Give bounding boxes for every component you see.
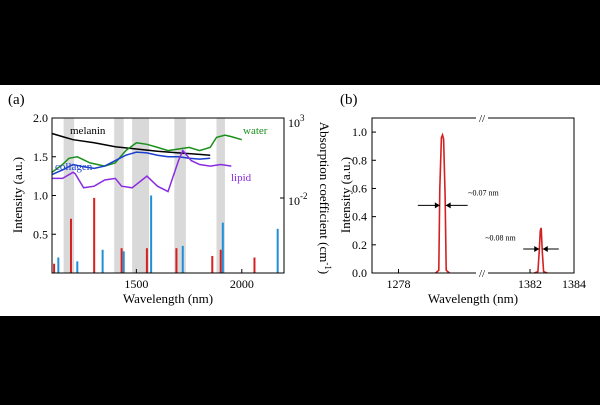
peak-line-1 bbox=[435, 132, 450, 274]
panel-b-x-ticks: 1278 1382 1384 bbox=[387, 269, 586, 291]
y-tick-label: 0.4 bbox=[352, 210, 367, 224]
series-label-water: water bbox=[243, 125, 268, 137]
series-line-collagen bbox=[51, 151, 211, 176]
x-tick-label: 1382 bbox=[518, 277, 542, 291]
series-label-lipid: lipid bbox=[231, 172, 252, 184]
series-line-lipid bbox=[52, 149, 232, 193]
y-tick-label: 2.0 bbox=[33, 111, 48, 125]
panel-a-bars bbox=[53, 195, 279, 273]
arrow-head bbox=[445, 202, 451, 209]
y-tick-label: 1.5 bbox=[33, 150, 48, 164]
shaded-band bbox=[132, 118, 150, 273]
shaded-band bbox=[114, 118, 124, 273]
x-tick-label: 1278 bbox=[387, 277, 411, 291]
shaded-band bbox=[174, 118, 186, 273]
y-tick-label: 0.5 bbox=[33, 227, 48, 241]
shaded-band bbox=[216, 118, 225, 273]
panel-a-y-ticks: 0.5 1.0 1.5 2.0 bbox=[33, 111, 56, 241]
series-line-melanin bbox=[51, 132, 211, 156]
peak-line-2 bbox=[534, 227, 548, 274]
panel-a-y-axis-label: Intensity (a.u.) bbox=[10, 157, 25, 233]
y-tick-label: 1.0 bbox=[33, 189, 48, 203]
arrow-head bbox=[542, 246, 548, 253]
panel-b-y-axis-label: Intensity (a.u.) bbox=[338, 157, 353, 233]
figure-background bbox=[0, 85, 600, 316]
y-tick-label: 1.0 bbox=[352, 125, 367, 139]
arrow-head bbox=[534, 246, 540, 253]
panel-b-label: (b) bbox=[340, 92, 358, 108]
panel-b-frame bbox=[371, 117, 575, 274]
shaded-band bbox=[63, 118, 75, 273]
x-tick-label: 1384 bbox=[562, 277, 586, 291]
x-tick-label: 2000 bbox=[230, 277, 254, 291]
axis-break-bottom: // bbox=[479, 268, 486, 280]
series-label-collagen: collagen bbox=[55, 161, 93, 173]
panel-a-y2-axis-label: Absorption coefficient (cm-1) bbox=[317, 122, 333, 274]
panel-a-y2-tick-label: 103 bbox=[288, 113, 305, 130]
series-label-melanin: melanin bbox=[70, 125, 106, 137]
annotation-fwhm-1: ~0.07 nm bbox=[468, 188, 499, 197]
annotation-fwhm-2: ~0.08 nm bbox=[485, 233, 516, 242]
panel-b-x-axis-label: Wavelength (nm) bbox=[428, 291, 518, 306]
arrow-head bbox=[434, 202, 440, 209]
y-tick-label: 0.2 bbox=[352, 238, 367, 252]
panel-b-y-ticks: 0.0 0.2 0.4 0.6 0.8 1.0 bbox=[352, 125, 376, 280]
panel-a-shaded-bands bbox=[63, 118, 225, 273]
axis-break-gap-bottom bbox=[476, 270, 488, 276]
panel-a-y2-tick-label: 10-2 bbox=[288, 191, 308, 208]
panel-a-x-ticks: 1500 2000 bbox=[124, 269, 254, 291]
panel-b-lines bbox=[435, 132, 548, 274]
x-tick-label: 1500 bbox=[124, 277, 148, 291]
panel-a-label: (a) bbox=[8, 92, 25, 108]
y-tick-label: 0.8 bbox=[352, 153, 367, 167]
y-tick-label: 0.6 bbox=[352, 181, 367, 195]
axis-break-gap-top bbox=[476, 115, 488, 121]
axis-break-top: // bbox=[479, 113, 486, 125]
panel-a-lines bbox=[51, 132, 243, 193]
panel-b-annotations: ~0.07 nm ~0.08 nm bbox=[417, 188, 559, 253]
y-tick-label: 0.0 bbox=[352, 266, 367, 280]
series-line-water bbox=[51, 134, 243, 173]
panel-a-x-axis-label: Wavelength (nm) bbox=[123, 291, 213, 306]
